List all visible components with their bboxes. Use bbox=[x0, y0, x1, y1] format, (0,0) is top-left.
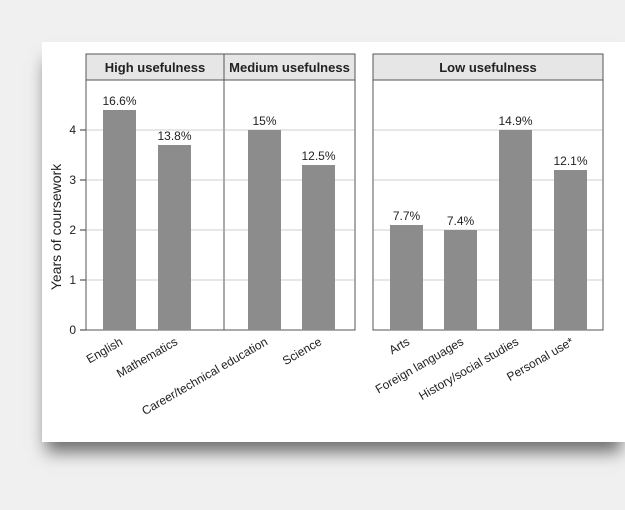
bar-value-label: 13.8% bbox=[157, 129, 191, 143]
category-label: History/social studies bbox=[416, 334, 521, 402]
bar-value-label: 16.6% bbox=[102, 94, 136, 108]
panel-title: High usefulness bbox=[105, 60, 205, 75]
panel-title: Low usefulness bbox=[439, 60, 537, 75]
bar bbox=[444, 230, 477, 330]
chart-card: Years of coursework 0 1 2 3 4 High usefulnes… bbox=[42, 42, 625, 442]
category-label: Foreign languages bbox=[373, 334, 466, 396]
bar bbox=[554, 170, 587, 330]
panel-frame bbox=[223, 79, 356, 331]
y-tick-label: 1 bbox=[69, 273, 76, 287]
usefulness-bar-chart: Years of coursework 0 1 2 3 4 High usefulnes… bbox=[48, 53, 604, 418]
category-label: Science bbox=[280, 334, 324, 368]
y-tick-label: 4 bbox=[69, 123, 76, 137]
y-tick-label: 0 bbox=[69, 323, 76, 337]
y-tick-label: 3 bbox=[69, 173, 76, 187]
category-label: Mathematics bbox=[114, 334, 180, 380]
bar bbox=[390, 225, 423, 330]
bar-value-label: 15% bbox=[252, 114, 276, 128]
bar-value-label: 14.9% bbox=[498, 114, 532, 128]
panel-high-usefulness: High usefulness 16.6% English 13.8% Mathemat… bbox=[84, 53, 225, 381]
y-tick-label: 2 bbox=[69, 223, 76, 237]
bar-value-label: 12.1% bbox=[553, 154, 587, 168]
bar bbox=[499, 130, 532, 330]
panel-header bbox=[372, 53, 604, 81]
category-label: English bbox=[84, 334, 125, 366]
panel-low-usefulness: Low usefulness 7.7% Arts 7.4% Foreign langua… bbox=[372, 53, 604, 403]
category-label: Arts bbox=[387, 334, 412, 357]
bar bbox=[103, 110, 136, 330]
bar bbox=[302, 165, 335, 330]
bar-value-label: 7.7% bbox=[393, 209, 421, 223]
bar bbox=[248, 130, 281, 330]
bar bbox=[158, 145, 191, 330]
y-axis-label: Years of coursework bbox=[48, 163, 64, 290]
bar-value-label: 7.4% bbox=[447, 214, 475, 228]
bar-value-label: 12.5% bbox=[301, 149, 335, 163]
panel-title: Medium usefulness bbox=[229, 60, 350, 75]
